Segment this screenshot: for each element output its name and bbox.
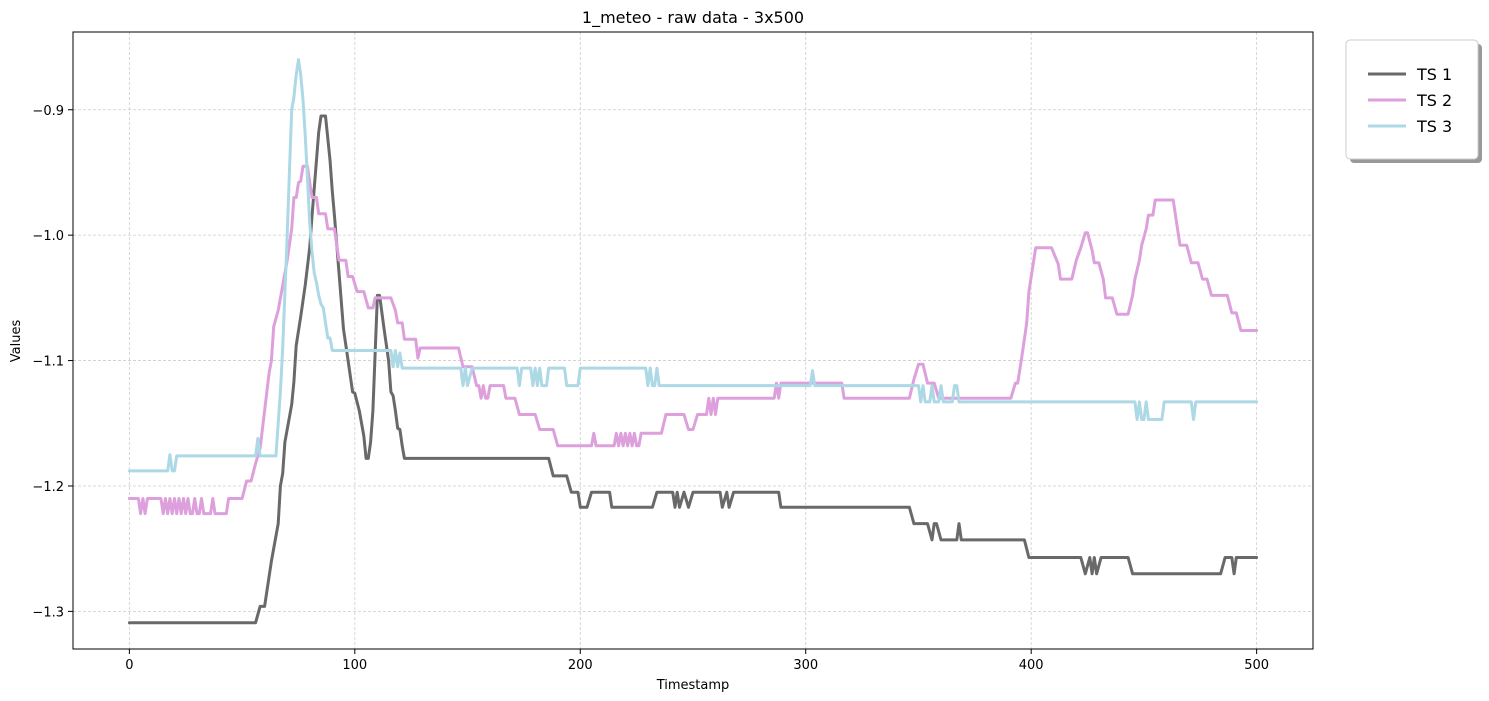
- x-axis-label: Timestamp: [656, 678, 730, 693]
- x-tick-label: 300: [793, 658, 818, 673]
- y-tick-label: −1.1: [32, 355, 64, 370]
- series-line-ts-2: [127, 164, 1259, 516]
- legend-box: [1345, 39, 1479, 160]
- legend-label-ts-3: TS 3: [1416, 117, 1452, 136]
- x-tick-label: 400: [1019, 658, 1044, 673]
- legend-label-ts-1: TS 1: [1416, 65, 1452, 84]
- y-tick-label: −1.0: [32, 229, 64, 244]
- series-line-ts-1: [127, 114, 1259, 625]
- y-axis-label: Values: [9, 320, 24, 363]
- legend-label-ts-2: TS 2: [1416, 91, 1452, 110]
- x-tick-label: 100: [342, 658, 367, 673]
- plot-frame: [72, 31, 1314, 650]
- axis-ticks: 0 100 200 300 400 500 −1.3 −1.2 −1.1 −1.0 −0.9: [32, 104, 1269, 673]
- x-tick-label: 0: [125, 658, 133, 673]
- y-tick-label: −0.9: [32, 104, 64, 119]
- legend: TS 1 TS 2 TS 3: [1345, 39, 1482, 163]
- chart-title: 1_meteo - raw data - 3x500: [582, 8, 804, 28]
- grid: [73, 32, 1313, 649]
- x-tick-label: 200: [568, 658, 593, 673]
- y-tick-label: −1.2: [32, 480, 64, 495]
- series-lines: [127, 58, 1259, 625]
- x-tick-label: 500: [1244, 658, 1269, 673]
- series-line-ts-3: [127, 58, 1259, 473]
- y-tick-label: −1.3: [32, 605, 64, 620]
